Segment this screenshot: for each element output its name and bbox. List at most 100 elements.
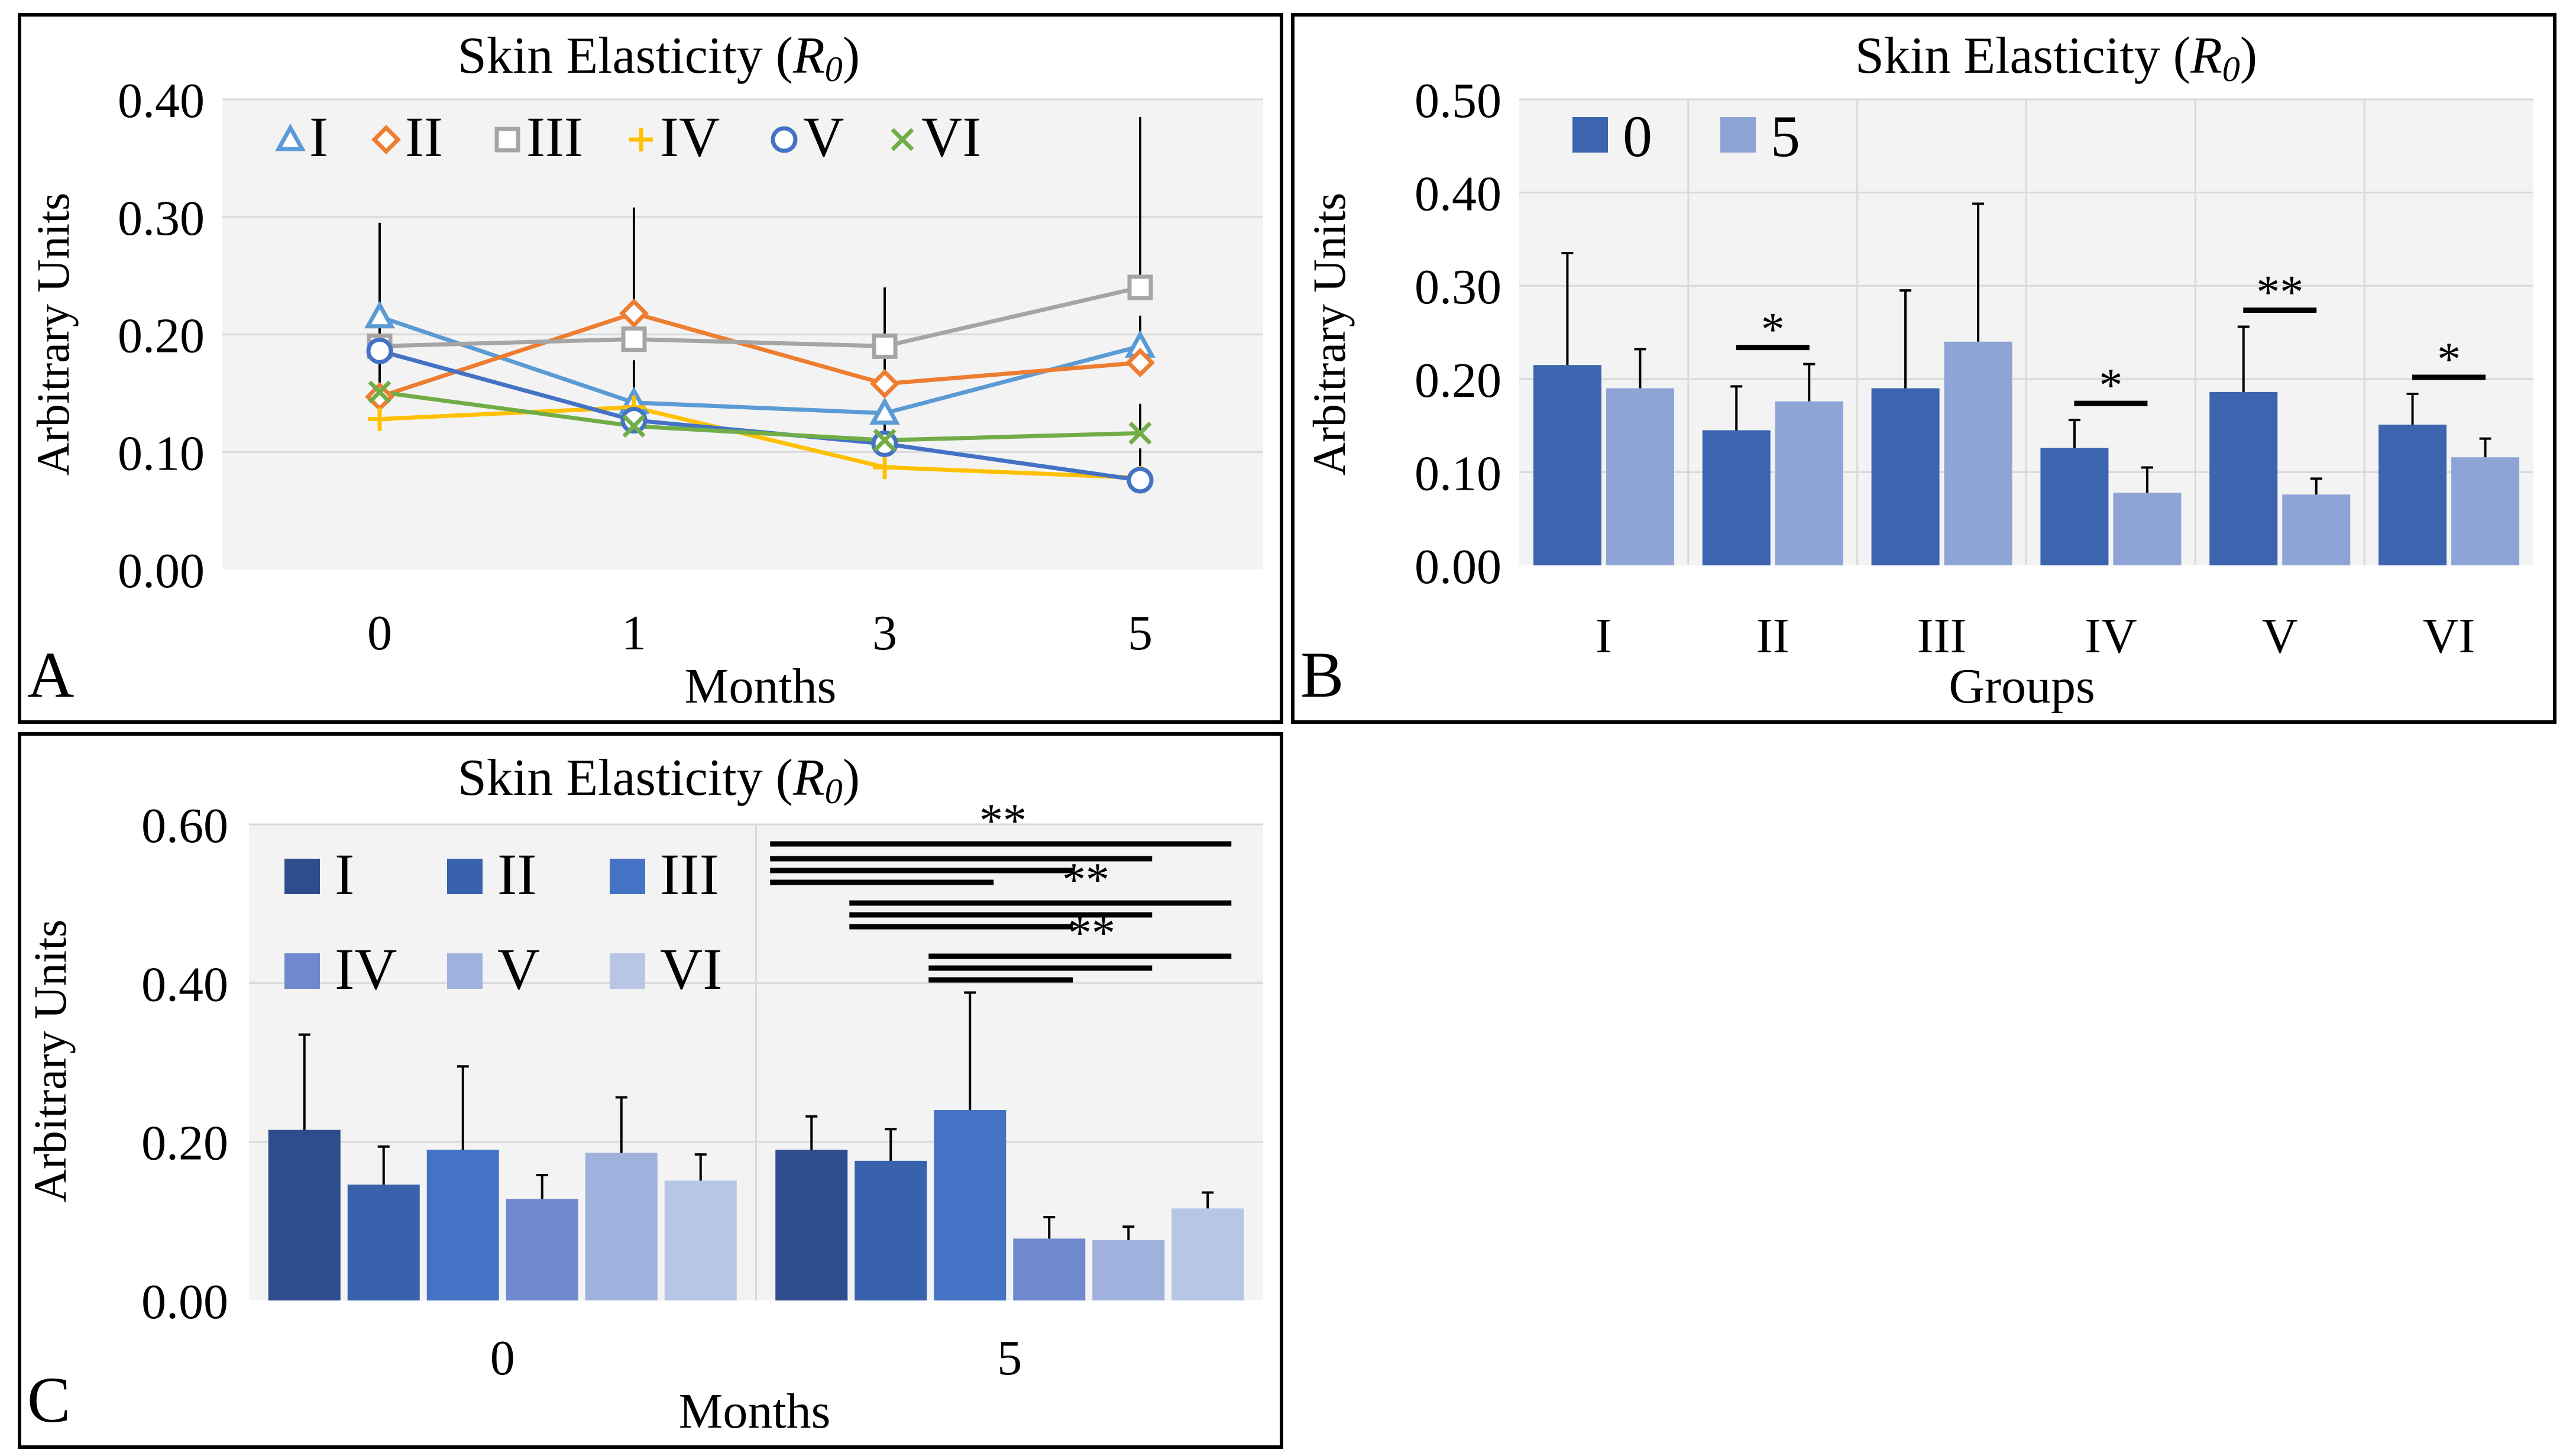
data-point-I [364,300,395,329]
significance-marker: ** [1068,907,1115,959]
data-point-III [1127,274,1153,300]
title-main: Skin Elasticity ( [458,27,793,85]
legend-label: I [309,105,328,169]
legend-marker-II [371,125,401,154]
significance-marker: ** [2256,267,2303,319]
data-point-V [366,337,393,364]
legend-marker-III [494,127,520,153]
bar-II-0 [347,1185,420,1300]
panel-letter: C [27,1364,70,1436]
title-close: ) [2240,27,2257,85]
y-axis-label: Arbitrary Units [24,920,76,1203]
legend-swatch-0 [1572,117,1608,153]
x-tick-label: IV [2085,609,2137,664]
data-point-I [869,397,900,425]
bar-5-VI [2451,457,2520,565]
y-axis-label: Arbitrary Units [27,193,79,476]
legend-marker-VI [891,128,914,151]
bar-V-5 [1092,1240,1165,1300]
data-point-VI [368,380,391,404]
bar-5-II [1775,401,1843,565]
bar-IV-0 [506,1199,578,1300]
legend-label: I [335,842,354,907]
bar-I-0 [268,1130,341,1300]
x-tick-label: II [1756,609,1789,664]
data-point-VI-b [1128,421,1152,445]
data-point-VI [622,415,646,438]
series-line-IV [379,405,1141,480]
panel-letter: B [1300,639,1344,711]
bar-IV-5 [1013,1238,1086,1300]
x-tick-label: 5 [997,1331,1022,1386]
data-point-V [620,407,648,434]
y-tick-label: 0.00 [141,1274,228,1329]
data-point-VI-b [368,380,391,404]
x-axis-label: Months [679,1384,831,1439]
legend-label: 5 [1771,103,1800,169]
bar-0-II [1702,430,1771,565]
bar-III-0 [426,1150,499,1300]
legend-swatch-IV [284,953,320,989]
panel-c-bar-chart: 0.00 0.20 0.40 0.60 Skin Elasticity (R0) Mont… [18,732,1283,1449]
legend-swatch-II [447,859,483,894]
x-tick-label: 0 [367,606,392,661]
data-point-III [872,333,898,359]
data-point-VI-b [873,428,897,452]
significance-marker: ** [1062,854,1109,906]
chart-b-svg: 0.00 0.10 0.20 0.30 0.40 0.50 Skin Elasticity … [1300,27,2533,714]
y-tick-label: 0.00 [118,543,205,598]
y-tick-label: 0.30 [1415,260,1501,315]
title-main: Skin Elasticity ( [1855,27,2190,85]
title-subscript: 0 [2222,50,2240,89]
bar-0-VI [2378,425,2447,565]
bar-0-IV [2040,448,2109,565]
y-tick-label: 0.40 [118,73,205,128]
data-point-V [1127,467,1154,494]
legend-label: II [405,105,443,169]
series-line-VI [379,390,1141,442]
y-tick-label: 0.50 [1415,73,1501,128]
title-variable: R [792,749,825,807]
bar-5-I [1606,388,1674,565]
x-tick-label: 1 [622,606,646,661]
title-subscript: 0 [825,50,843,89]
x-tick-label: 5 [1128,606,1153,661]
y-tick-label: 0.10 [1415,446,1501,501]
y-tick-label: 0.30 [118,191,205,246]
bar-II-5 [855,1160,927,1300]
significance-marker: * [1761,304,1785,356]
legend-swatch-III [610,859,645,894]
legend-label: IV [335,936,397,1002]
series-line-III [379,285,1141,348]
legend-label: VI [660,936,723,1002]
data-point-III [621,326,647,352]
bar-5-V [2282,494,2351,565]
data-point-V [871,430,898,457]
legend-swatch-I [284,859,320,894]
title-variable: R [2190,27,2222,85]
chart-title: Skin Elasticity (R0) [1855,27,2257,89]
bar-VI-0 [664,1180,737,1300]
legend-marker-VI-b [891,128,914,151]
legend-label: VI [921,105,981,169]
legend-swatch-5 [1720,117,1756,153]
data-point-II [1125,348,1155,378]
data-point-II [619,298,649,328]
bar-5-IV [2113,493,2182,565]
y-tick-label: 0.20 [1415,353,1501,408]
data-point-IV [368,407,391,431]
legend-label: V [497,936,540,1002]
legend-label: V [803,105,844,169]
data-point-II [870,369,899,399]
panel-b-bar-chart: 0.00 0.10 0.20 0.30 0.40 0.50 Skin Elasticity … [1291,13,2556,724]
y-axis-label: Arbitrary Units [1303,193,1355,476]
y-tick-label: 0.20 [118,309,205,364]
legend-label: III [526,105,583,169]
bar-0-I [1533,365,1601,565]
legend-label: III [660,842,719,907]
legend-marker-IV [629,128,653,151]
y-tick-label: 0.40 [1415,167,1501,222]
y-tick-label: 0.20 [141,1116,228,1171]
